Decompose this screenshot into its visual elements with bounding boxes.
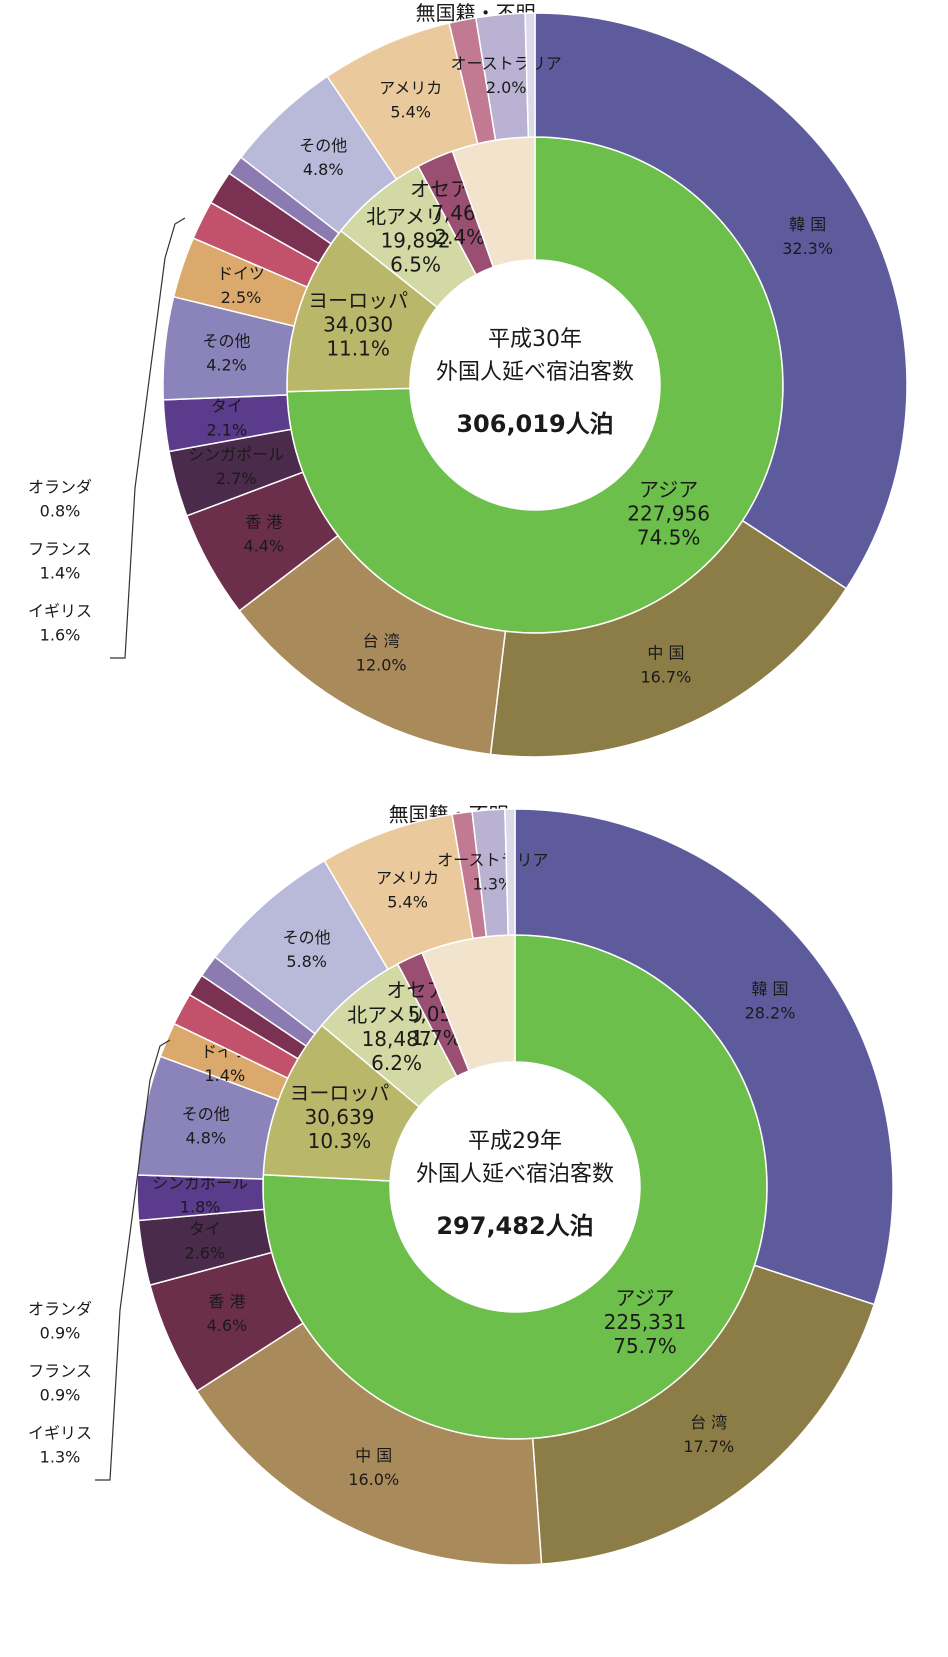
outer-segment (534, 12, 908, 590)
side-percent: 1.6% (40, 626, 81, 645)
outer-percent: 2.7% (216, 469, 257, 488)
outer-percent: 16.7% (640, 668, 691, 687)
inner-label: ヨーロッパ (289, 1081, 389, 1105)
side-percent: 0.8% (40, 502, 81, 521)
inner-label: ヨーロッパ (308, 288, 408, 312)
outer-percent: 2.1% (207, 420, 248, 439)
donut-chart: アジア227,95674.5%ヨーロッパ34,03011.1%北アメリカ19,8… (28, 1, 908, 758)
inner-percent: 11.1% (326, 336, 390, 360)
outer-label: 韓 国 (751, 980, 788, 999)
outer-label: シンガポール (188, 445, 284, 464)
outer-percent: 4.6% (207, 1316, 248, 1335)
center-title: 外国人延べ宿泊客数 (416, 1162, 614, 1187)
outer-segment (514, 808, 894, 1306)
outer-percent: 4.8% (185, 1128, 226, 1147)
center-year: 平成29年 (468, 1129, 562, 1154)
outer-percent: 2.0% (486, 78, 527, 97)
center-total: 297,482人泊 (436, 1212, 593, 1240)
inner-percent: 10.3% (308, 1129, 372, 1153)
side-percent: 1.4% (40, 564, 81, 583)
side-label: イギリス (28, 1424, 92, 1443)
outer-percent: 28.2% (745, 1004, 796, 1023)
inner-label: アジア (615, 1286, 674, 1310)
outer-label: タイ (211, 396, 243, 415)
inner-percent: 6.2% (371, 1051, 422, 1075)
center-title: 外国人延べ宿泊客数 (436, 360, 634, 385)
bracket (110, 217, 186, 659)
outer-label: ドイツ (217, 264, 265, 283)
outer-percent: 5.4% (390, 103, 431, 122)
outer-label: その他 (182, 1104, 230, 1123)
outer-label: オーストラリア (451, 54, 562, 73)
center-year: 平成30年 (488, 327, 582, 352)
side-label: フランス (28, 1362, 92, 1381)
outer-label: その他 (203, 332, 251, 351)
outer-segment (504, 808, 516, 936)
inner-count: 18,487 (362, 1027, 432, 1051)
outer-label: 韓 国 (789, 215, 826, 234)
outer-segment (524, 12, 536, 138)
outer-percent: 16.0% (348, 1470, 399, 1489)
outer-percent: 4.4% (243, 537, 284, 556)
inner-count: 19,892 (381, 228, 451, 252)
side-percent: 1.3% (40, 1448, 81, 1467)
outer-label: アメリカ (376, 868, 439, 887)
side-label: オランダ (28, 1300, 92, 1319)
outer-label: 中 国 (647, 644, 684, 663)
side-label: オランダ (28, 478, 92, 497)
outer-label: 台 湾 (690, 1413, 727, 1432)
outer-percent: 1.3% (473, 874, 514, 893)
outer-percent: 5.8% (286, 952, 327, 971)
outer-label: その他 (299, 136, 347, 155)
side-percent: 0.9% (40, 1386, 81, 1405)
outer-percent: 4.8% (303, 160, 344, 179)
outer-label: 香 港 (208, 1292, 245, 1311)
side-percent: 0.9% (40, 1324, 81, 1343)
outer-percent: 1.8% (180, 1197, 221, 1216)
outer-percent: 5.4% (387, 892, 428, 911)
inner-label: アジア (639, 478, 698, 502)
outer-label: オーストラリア (437, 850, 548, 869)
inner-count: 34,030 (323, 312, 393, 336)
outer-percent: 17.7% (683, 1437, 734, 1456)
outer-percent: 4.2% (206, 356, 247, 375)
inner-percent: 75.7% (613, 1334, 677, 1358)
donut-chart: アジア225,33175.7%ヨーロッパ30,63910.3%北アメリカ18,4… (28, 802, 894, 1566)
bracket (95, 1039, 171, 1481)
outer-segment (531, 1264, 876, 1565)
inner-percent: 6.5% (390, 252, 441, 276)
side-label: フランス (28, 540, 92, 559)
side-label: イギリス (28, 602, 92, 621)
outer-percent: 2.5% (221, 288, 262, 307)
center-total: 306,019人泊 (456, 410, 613, 438)
inner-percent: 2.4% (434, 225, 485, 249)
outer-percent: 12.0% (356, 656, 407, 675)
outer-label: タイ (189, 1220, 221, 1239)
inner-count: 227,956 (627, 502, 710, 526)
inner-percent: 74.5% (637, 526, 701, 550)
outer-percent: 2.6% (185, 1244, 226, 1263)
inner-count: 225,331 (604, 1310, 687, 1334)
outer-label: 香 港 (245, 513, 282, 532)
outer-label: その他 (283, 928, 331, 947)
outer-label: アメリカ (379, 79, 442, 98)
outer-percent: 1.4% (205, 1066, 246, 1085)
outer-label: 台 湾 (363, 632, 400, 651)
outer-label: 中 国 (355, 1446, 392, 1465)
inner-count: 30,639 (304, 1105, 374, 1129)
outer-percent: 32.3% (782, 239, 833, 258)
